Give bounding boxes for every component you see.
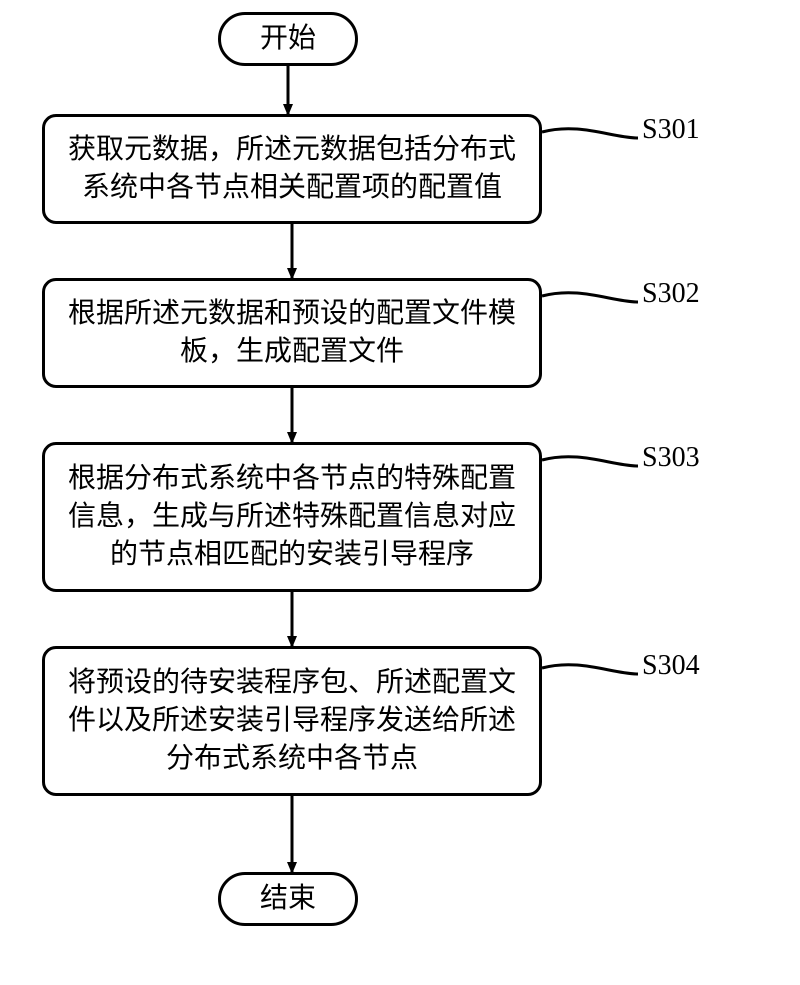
step-s301-text: 获取元数据，所述元数据包括分布式系统中各节点相关配置项的配置值 xyxy=(63,131,521,207)
step-s303-label: S303 xyxy=(642,442,700,474)
step-s302-label: S302 xyxy=(642,278,700,310)
end-label: 结束 xyxy=(260,880,316,918)
end-node: 结束 xyxy=(218,872,358,926)
step-s302: 根据所述元数据和预设的配置文件模板，生成配置文件 xyxy=(42,278,542,388)
step-s304-text: 将预设的待安装程序包、所述配置文件以及所述安装引导程序发送给所述分布式系统中各节… xyxy=(63,664,521,777)
step-s302-text: 根据所述元数据和预设的配置文件模板，生成配置文件 xyxy=(63,295,521,371)
step-s303: 根据分布式系统中各节点的特殊配置信息，生成与所述特殊配置信息对应的节点相匹配的安… xyxy=(42,442,542,592)
step-s303-text: 根据分布式系统中各节点的特殊配置信息，生成与所述特殊配置信息对应的节点相匹配的安… xyxy=(63,460,521,573)
flowchart-canvas: 开始 获取元数据，所述元数据包括分布式系统中各节点相关配置项的配置值 S301 … xyxy=(0,0,800,985)
step-s304: 将预设的待安装程序包、所述配置文件以及所述安装引导程序发送给所述分布式系统中各节… xyxy=(42,646,542,796)
step-s301-label: S301 xyxy=(642,114,700,146)
start-node: 开始 xyxy=(218,12,358,66)
step-s304-label: S304 xyxy=(642,650,700,682)
start-label: 开始 xyxy=(260,20,316,58)
step-s301: 获取元数据，所述元数据包括分布式系统中各节点相关配置项的配置值 xyxy=(42,114,542,224)
